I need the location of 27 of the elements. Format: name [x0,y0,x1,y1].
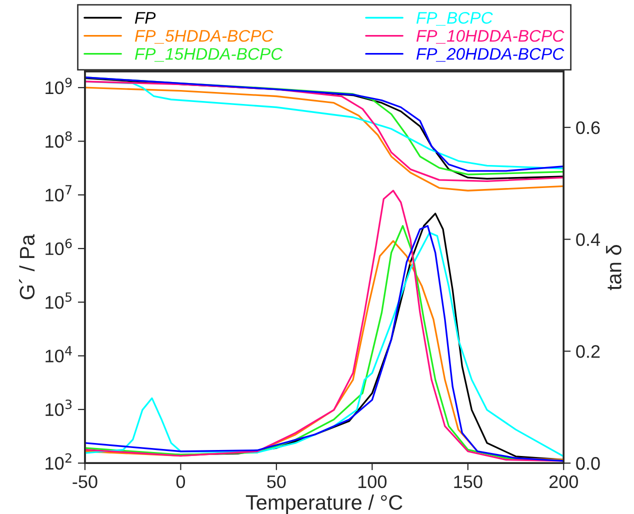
y2-tick-label: 0.4 [576,233,600,246]
y-tick-label: 10$^{3}$ [46,400,72,416]
x-tick-label: -50 [72,475,98,488]
y-axis-title: G´ / Pa [19,234,35,300]
legend-label: FP_15HDDA-BCPC [134,48,283,62]
y2-tick-label: 0.0 [576,457,600,470]
legend-label: FP [134,12,156,24]
legend-label: FP_5HDDA-BCPC [134,30,274,44]
x-axis-title: Temperature / °C [246,494,402,514]
x-tick-label: 100 [358,475,387,488]
y-tick-label: 10$^{8}$ [46,131,72,148]
y-tick-label: 10$^{6}$ [46,238,72,256]
legend-label: FP_BCPC [416,12,493,26]
y-tick-label: 10$^{9}$ [46,78,72,94]
y2-axis-title: tan δ [606,244,622,290]
y-tick-label: 10$^{7}$ [46,185,72,202]
x-tick-label: 150 [454,475,482,488]
y2-tick-label: 0.2 [576,345,600,358]
legend-label: FP_10HDDA-BCPC [416,30,564,44]
x-tick-label: 200 [549,475,578,488]
x-tick-label: 50 [267,475,286,488]
y-tick-label: 10$^{2}$ [46,453,72,470]
y2-tick-label: 0.6 [576,121,600,134]
y-tick-label: 10$^{5}$ [46,292,72,309]
y-tick-label: 10$^{4}$ [46,346,72,362]
legend-label: FP_20HDDA-BCPC [416,48,564,62]
x-tick-label: 0 [176,475,186,488]
